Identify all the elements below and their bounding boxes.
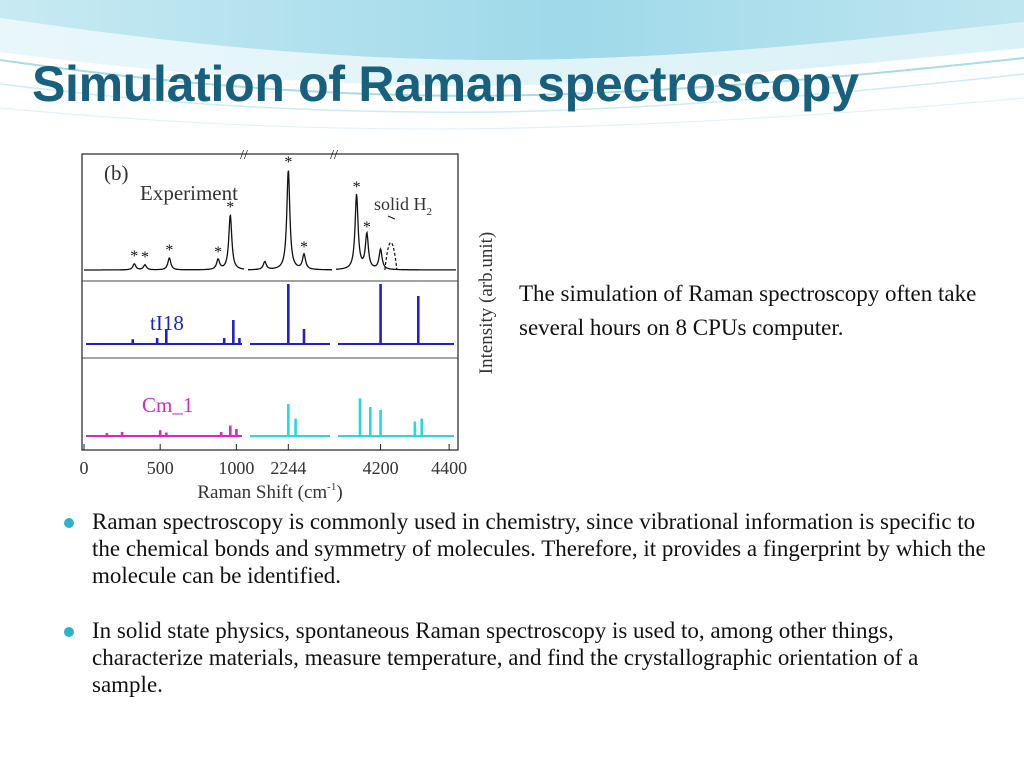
legend-solid-h2: solid H2	[374, 194, 432, 218]
peak-marker-0-2: *	[165, 242, 173, 259]
bullet-text-chemistry: Raman spectroscopy is commonly used in c…	[92, 509, 986, 588]
x-tick-label-2: 1000	[218, 458, 254, 478]
legend-cm1: Cm_1	[142, 393, 193, 417]
side-description: The simulation of Raman spectroscopy oft…	[519, 281, 977, 340]
peak-marker-0-9: *	[363, 219, 371, 236]
chart-frame	[81, 153, 459, 451]
peak-marker-0-3: *	[214, 244, 222, 261]
x-axis-label-text: Raman Shift (cm	[197, 482, 327, 503]
bullet-item-solid-state: In solid state physics, spontaneous Rama…	[60, 617, 990, 698]
peak-marker-0-7: *	[300, 239, 308, 256]
legend-experiment: Experiment	[140, 181, 238, 205]
axis-break-mark-left: //	[240, 148, 248, 163]
slide-title: Simulation of Raman spectroscopy	[32, 56, 859, 112]
legend-solid-h2-subscript: 2	[427, 206, 433, 218]
bullet-dot-icon	[64, 518, 74, 528]
panel-label: (b)	[104, 161, 129, 185]
series-0-line-segment-2	[335, 193, 456, 271]
x-tick-label-1: 500	[147, 458, 174, 478]
solid-h2-pointer-0	[387, 215, 396, 220]
y-axis-label: Intensity (arb.unit)	[476, 232, 497, 374]
solid-h2-peak-0	[384, 242, 398, 271]
x-axis-label: Raman Shift (cm-1)	[197, 481, 342, 503]
x-axis-label-superscript: -1	[327, 481, 336, 493]
bullet-dot-icon	[64, 627, 74, 637]
x-tick-label-0: 0	[80, 458, 89, 478]
x-tick-label-5: 4400	[431, 458, 467, 478]
x-axis-label-close: )	[336, 482, 342, 503]
peak-marker-0-6: *	[284, 154, 292, 171]
raman-spectrum-chart: // // * * * ****** (b) Experiment solid H2 …	[80, 148, 498, 503]
peak-marker-0-0: *	[130, 248, 138, 265]
peak-marker-0-8: *	[353, 179, 361, 196]
x-tick-label-4: 4200	[363, 458, 399, 478]
peak-marker-0-4: *	[226, 199, 234, 216]
legend-solid-h2-name: solid H	[374, 194, 427, 214]
axis-break-mark-right: //	[330, 148, 338, 163]
series-0-line-segment-1	[248, 170, 332, 271]
bullet-item-chemistry: Raman spectroscopy is commonly used in c…	[60, 508, 990, 589]
legend-ti18: tI18	[150, 311, 184, 335]
bullet-text-solid-state: In solid state physics, spontaneous Rama…	[92, 618, 919, 697]
header-wave-decoration	[0, 0, 1024, 130]
x-tick-label-3: 2244	[270, 458, 306, 478]
series-0-line-segment-0	[84, 213, 245, 271]
peak-marker-0-1: *	[141, 249, 149, 266]
bullet-list: Raman spectroscopy is commonly used in c…	[60, 508, 990, 726]
